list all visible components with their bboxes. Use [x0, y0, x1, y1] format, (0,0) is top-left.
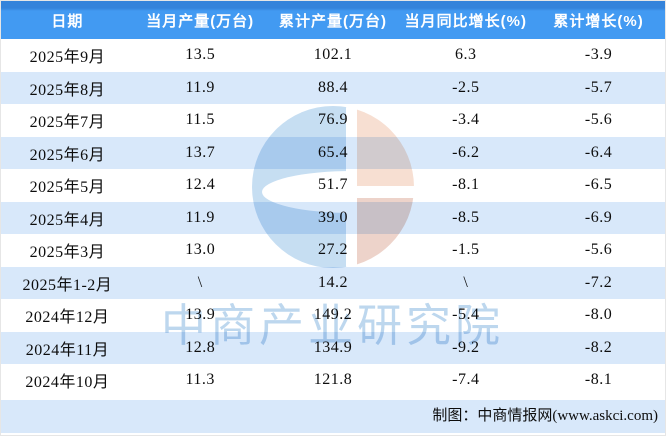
table-cell: 102.1: [313, 46, 353, 64]
column-header: 当月产量(万台): [133, 1, 267, 39]
table-cell: 2024年10月: [25, 374, 110, 392]
table-cell: -3.9: [584, 46, 613, 64]
table-cell: 76.9: [317, 111, 348, 129]
table-row: 2024年10月 11.3 121.8 -7.4 -8.1: [1, 364, 665, 397]
table-header: 日期 当月产量(万台) 累计产量(万台) 当月同比增长(%) 累计增长(%): [1, 1, 665, 39]
table-cell: -2.5: [452, 78, 480, 96]
table-cell: -9.2: [452, 338, 480, 356]
table-cell: -8.1: [584, 371, 613, 389]
table-cell: 2025年3月: [29, 244, 106, 262]
table-cell: 2025年1-2月: [22, 276, 113, 294]
column-header: 日期: [1, 1, 134, 39]
credit-footer: 制图：中商情报网(www.askci.com): [1, 400, 665, 433]
table-cell: 13.9: [185, 306, 216, 324]
table-cell: 2024年12月: [25, 309, 110, 327]
table-cell: -8.0: [584, 306, 613, 324]
table-row: 2025年1-2月 \ 14.2 \ -7.2: [1, 266, 665, 299]
table-cell: 11.9: [185, 208, 215, 226]
table-cell: 12.4: [185, 176, 216, 194]
table-cell: 13.0: [185, 241, 216, 259]
table-cell: -1.5: [452, 241, 480, 259]
production-table: 日期 当月产量(万台) 累计产量(万台) 当月同比增长(%) 累计增长(%) 2025年…: [1, 1, 665, 397]
table-cell: 88.4: [317, 78, 348, 96]
table-cell: 2025年5月: [29, 179, 106, 197]
table-cell: -6.5: [584, 176, 613, 194]
table-cell: -6.9: [584, 208, 613, 226]
column-header: 当月同比增长(%): [399, 1, 533, 39]
table-cell: -6.2: [452, 143, 480, 161]
table-row: 2025年3月 13.0 27.2 -1.5 -5.6: [1, 234, 665, 267]
header-row: 日期 当月产量(万台) 累计产量(万台) 当月同比增长(%) 累计增长(%): [1, 1, 665, 39]
table-cell: 2025年9月: [29, 49, 106, 67]
table-cell: -6.4: [584, 143, 613, 161]
table-row: 2025年9月 13.5 102.1 6.3 -3.9: [1, 39, 665, 72]
table-cell: -5.6: [584, 111, 613, 129]
table-cell: 11.5: [185, 111, 215, 129]
table-cell: -3.4: [452, 111, 480, 129]
table-cell: -8.1: [452, 176, 480, 194]
credit-text: 制图：中商情报网(www.askci.com): [432, 408, 658, 424]
table-row: 2025年7月 11.5 76.9 -3.4 -5.6: [1, 104, 665, 137]
table-cell: 2024年11月: [25, 341, 110, 359]
table-row: 2024年12月 13.9 149.2 -5.4 -8.0: [1, 299, 665, 332]
column-header: 累计产量(万台): [266, 1, 400, 39]
table-cell: 149.2: [313, 306, 353, 324]
table-cell: 6.3: [455, 46, 477, 64]
table-cell: 2025年4月: [29, 211, 106, 229]
column-header: 累计增长(%): [532, 1, 665, 39]
table-cell: \: [463, 273, 469, 291]
table-cell: \: [197, 273, 203, 291]
table-cell: 2025年6月: [29, 146, 106, 164]
table-cell: 13.7: [185, 143, 216, 161]
table-row: 2025年6月 13.7 65.4 -6.2 -6.4: [1, 136, 665, 169]
table-cell: 14.2: [317, 273, 348, 291]
table-cell: -7.4: [452, 371, 480, 389]
table-cell: 121.8: [313, 371, 353, 389]
table-row: 2025年4月 11.9 39.0 -8.5 -6.9: [1, 201, 665, 234]
table-cell: 12.8: [185, 338, 216, 356]
table-body: 2025年9月 13.5 102.1 6.3 -3.9 2025年8月 11.9 88.4 -2…: [1, 39, 665, 397]
table-cell: -8.2: [584, 338, 613, 356]
table-row: 2024年11月 12.8 134.9 -9.2 -8.2: [1, 331, 665, 364]
table-cell: 27.2: [317, 241, 348, 259]
table-cell: -8.5: [452, 208, 480, 226]
table-cell: -5.7: [584, 78, 613, 96]
table-cell: 51.7: [317, 176, 348, 194]
table-cell: -5.4: [452, 306, 480, 324]
table-cell: -5.6: [584, 241, 613, 259]
table-cell: 2025年7月: [29, 114, 106, 132]
table-cell: 13.5: [185, 46, 216, 64]
table-cell: 11.9: [185, 78, 215, 96]
table-row: 2025年8月 11.9 88.4 -2.5 -5.7: [1, 71, 665, 104]
table-cell: 2025年8月: [29, 81, 106, 99]
table-cell: 65.4: [317, 143, 348, 161]
table-cell: 134.9: [313, 338, 353, 356]
table-row: 2025年5月 12.4 51.7 -8.1 -6.5: [1, 169, 665, 202]
table-cell: 11.3: [185, 371, 215, 389]
table-cell: -7.2: [584, 273, 613, 291]
table-cell: 39.0: [317, 208, 348, 226]
